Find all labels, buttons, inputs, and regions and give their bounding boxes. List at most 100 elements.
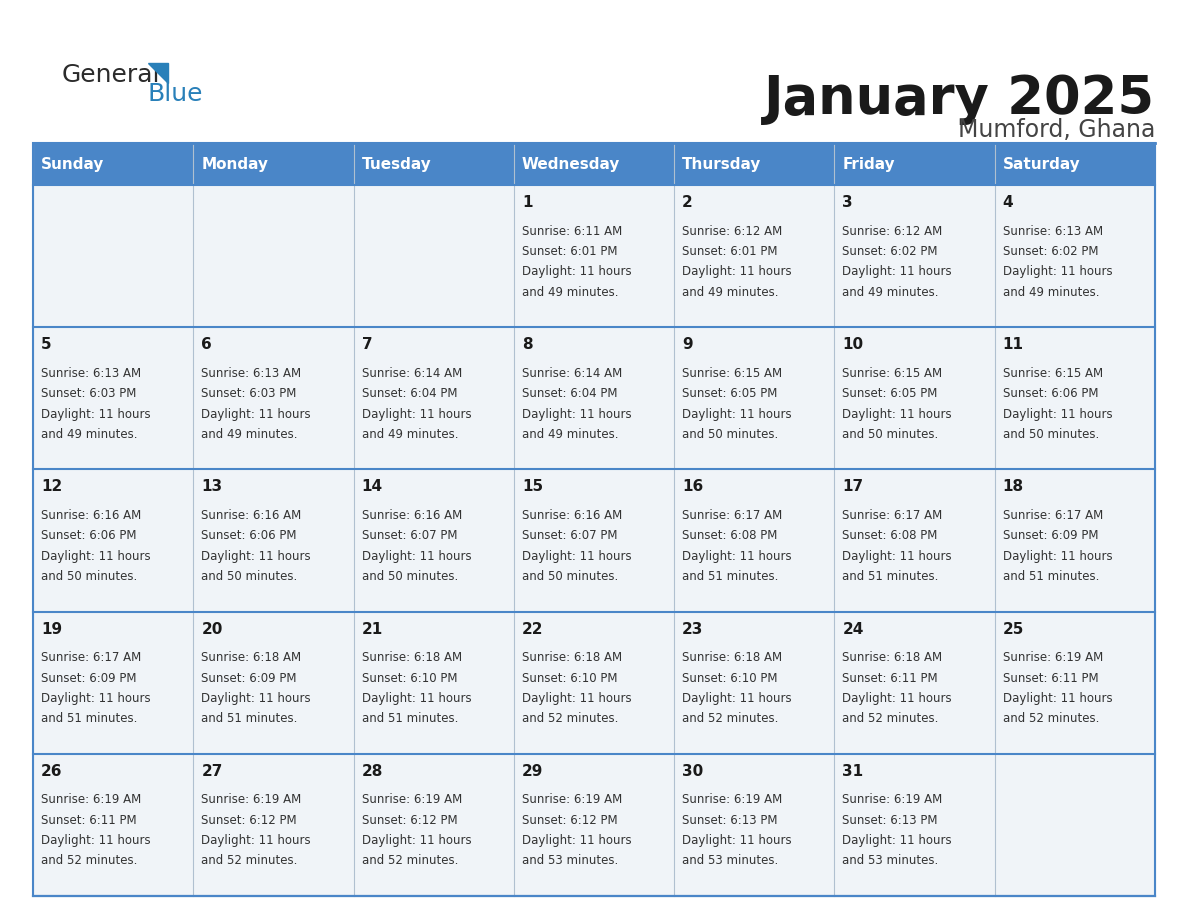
Text: and 52 minutes.: and 52 minutes. xyxy=(682,712,778,725)
Bar xyxy=(33,327,1155,469)
Text: and 51 minutes.: and 51 minutes. xyxy=(682,570,778,583)
Text: Daylight: 11 hours: Daylight: 11 hours xyxy=(522,550,632,563)
Text: Sunrise: 6:19 AM: Sunrise: 6:19 AM xyxy=(522,793,623,806)
Text: 22: 22 xyxy=(522,621,543,636)
Text: 12: 12 xyxy=(42,479,62,495)
Text: and 49 minutes.: and 49 minutes. xyxy=(522,285,619,298)
Text: Daylight: 11 hours: Daylight: 11 hours xyxy=(522,834,632,847)
Text: Sunset: 6:12 PM: Sunset: 6:12 PM xyxy=(201,813,297,827)
Text: Daylight: 11 hours: Daylight: 11 hours xyxy=(42,692,151,705)
Text: Daylight: 11 hours: Daylight: 11 hours xyxy=(361,834,472,847)
Text: Sunrise: 6:18 AM: Sunrise: 6:18 AM xyxy=(361,651,462,665)
Text: and 49 minutes.: and 49 minutes. xyxy=(201,428,298,441)
Text: Daylight: 11 hours: Daylight: 11 hours xyxy=(1003,408,1112,420)
Text: 1: 1 xyxy=(522,195,532,210)
Text: Daylight: 11 hours: Daylight: 11 hours xyxy=(361,692,472,705)
Text: Monday: Monday xyxy=(201,156,268,172)
Text: Sunrise: 6:19 AM: Sunrise: 6:19 AM xyxy=(201,793,302,806)
Text: Sunrise: 6:16 AM: Sunrise: 6:16 AM xyxy=(361,509,462,522)
Text: Sunset: 6:06 PM: Sunset: 6:06 PM xyxy=(1003,387,1098,400)
Text: Sunset: 6:05 PM: Sunset: 6:05 PM xyxy=(842,387,937,400)
Text: Sunset: 6:06 PM: Sunset: 6:06 PM xyxy=(42,530,137,543)
Text: Sunset: 6:08 PM: Sunset: 6:08 PM xyxy=(842,530,937,543)
Text: Daylight: 11 hours: Daylight: 11 hours xyxy=(361,550,472,563)
Text: Daylight: 11 hours: Daylight: 11 hours xyxy=(522,408,632,420)
Text: Daylight: 11 hours: Daylight: 11 hours xyxy=(201,834,311,847)
Text: 27: 27 xyxy=(201,764,222,778)
Text: and 50 minutes.: and 50 minutes. xyxy=(682,428,778,441)
Text: Sunrise: 6:13 AM: Sunrise: 6:13 AM xyxy=(42,367,141,380)
Text: Daylight: 11 hours: Daylight: 11 hours xyxy=(42,834,151,847)
Text: 17: 17 xyxy=(842,479,864,495)
Text: Sunset: 6:03 PM: Sunset: 6:03 PM xyxy=(42,387,137,400)
Text: 30: 30 xyxy=(682,764,703,778)
Text: Daylight: 11 hours: Daylight: 11 hours xyxy=(1003,265,1112,278)
Text: Sunrise: 6:12 AM: Sunrise: 6:12 AM xyxy=(682,225,783,238)
Text: 2: 2 xyxy=(682,195,693,210)
Text: 26: 26 xyxy=(42,764,63,778)
Text: Sunrise: 6:16 AM: Sunrise: 6:16 AM xyxy=(42,509,141,522)
Text: 18: 18 xyxy=(1003,479,1024,495)
Text: and 49 minutes.: and 49 minutes. xyxy=(361,428,459,441)
Text: 13: 13 xyxy=(201,479,222,495)
Text: Sunset: 6:11 PM: Sunset: 6:11 PM xyxy=(42,813,137,827)
Text: Daylight: 11 hours: Daylight: 11 hours xyxy=(682,692,791,705)
Text: Sunset: 6:13 PM: Sunset: 6:13 PM xyxy=(682,813,778,827)
Text: Sunset: 6:02 PM: Sunset: 6:02 PM xyxy=(1003,245,1098,258)
Text: Sunset: 6:10 PM: Sunset: 6:10 PM xyxy=(522,672,618,685)
Text: Sunset: 6:01 PM: Sunset: 6:01 PM xyxy=(682,245,778,258)
Text: Daylight: 11 hours: Daylight: 11 hours xyxy=(842,834,952,847)
Bar xyxy=(33,754,1155,896)
Text: Sunrise: 6:12 AM: Sunrise: 6:12 AM xyxy=(842,225,943,238)
Text: Daylight: 11 hours: Daylight: 11 hours xyxy=(682,834,791,847)
Text: 29: 29 xyxy=(522,764,543,778)
Text: and 51 minutes.: and 51 minutes. xyxy=(42,712,138,725)
Text: and 51 minutes.: and 51 minutes. xyxy=(201,712,298,725)
Text: and 53 minutes.: and 53 minutes. xyxy=(682,855,778,868)
Text: and 51 minutes.: and 51 minutes. xyxy=(1003,570,1099,583)
Text: and 49 minutes.: and 49 minutes. xyxy=(522,428,619,441)
Text: 19: 19 xyxy=(42,621,62,636)
Text: Daylight: 11 hours: Daylight: 11 hours xyxy=(201,692,311,705)
Text: 14: 14 xyxy=(361,479,383,495)
Text: and 50 minutes.: and 50 minutes. xyxy=(201,570,297,583)
Text: Daylight: 11 hours: Daylight: 11 hours xyxy=(682,550,791,563)
Text: Sunrise: 6:18 AM: Sunrise: 6:18 AM xyxy=(522,651,623,665)
Text: Sunrise: 6:15 AM: Sunrise: 6:15 AM xyxy=(682,367,782,380)
Text: Daylight: 11 hours: Daylight: 11 hours xyxy=(361,408,472,420)
Text: Sunset: 6:09 PM: Sunset: 6:09 PM xyxy=(201,672,297,685)
Text: Daylight: 11 hours: Daylight: 11 hours xyxy=(201,408,311,420)
Text: 8: 8 xyxy=(522,337,532,353)
Text: Sunrise: 6:17 AM: Sunrise: 6:17 AM xyxy=(1003,509,1102,522)
Text: Sunset: 6:04 PM: Sunset: 6:04 PM xyxy=(522,387,618,400)
Text: and 50 minutes.: and 50 minutes. xyxy=(1003,428,1099,441)
Text: Sunrise: 6:19 AM: Sunrise: 6:19 AM xyxy=(361,793,462,806)
Text: Sunset: 6:11 PM: Sunset: 6:11 PM xyxy=(1003,672,1099,685)
Text: and 52 minutes.: and 52 minutes. xyxy=(42,855,138,868)
Text: and 52 minutes.: and 52 minutes. xyxy=(1003,712,1099,725)
Text: and 52 minutes.: and 52 minutes. xyxy=(522,712,618,725)
Text: Sunset: 6:05 PM: Sunset: 6:05 PM xyxy=(682,387,777,400)
Text: and 53 minutes.: and 53 minutes. xyxy=(842,855,939,868)
Text: Sunset: 6:06 PM: Sunset: 6:06 PM xyxy=(201,530,297,543)
Text: and 52 minutes.: and 52 minutes. xyxy=(361,855,457,868)
Text: General: General xyxy=(62,63,160,87)
Text: Sunset: 6:11 PM: Sunset: 6:11 PM xyxy=(842,672,939,685)
Text: Wednesday: Wednesday xyxy=(522,156,620,172)
Text: 3: 3 xyxy=(842,195,853,210)
Text: Sunrise: 6:18 AM: Sunrise: 6:18 AM xyxy=(682,651,782,665)
Text: 28: 28 xyxy=(361,764,383,778)
Text: Sunrise: 6:19 AM: Sunrise: 6:19 AM xyxy=(682,793,783,806)
Text: Daylight: 11 hours: Daylight: 11 hours xyxy=(682,265,791,278)
Text: and 49 minutes.: and 49 minutes. xyxy=(682,285,778,298)
Bar xyxy=(33,143,1155,185)
Polygon shape xyxy=(148,63,168,83)
Text: Sunset: 6:13 PM: Sunset: 6:13 PM xyxy=(842,813,939,827)
Text: Friday: Friday xyxy=(842,156,895,172)
Text: Sunrise: 6:17 AM: Sunrise: 6:17 AM xyxy=(682,509,783,522)
Text: Sunrise: 6:14 AM: Sunrise: 6:14 AM xyxy=(361,367,462,380)
Text: Daylight: 11 hours: Daylight: 11 hours xyxy=(842,408,952,420)
Text: Sunrise: 6:16 AM: Sunrise: 6:16 AM xyxy=(201,509,302,522)
Text: 15: 15 xyxy=(522,479,543,495)
Text: Sunrise: 6:18 AM: Sunrise: 6:18 AM xyxy=(201,651,302,665)
